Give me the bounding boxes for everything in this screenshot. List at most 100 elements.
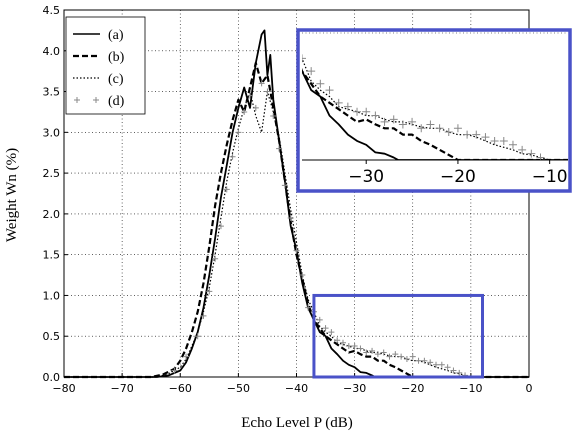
data-point-marker — [289, 48, 297, 56]
inset-x-tick-label: −30 — [348, 167, 384, 187]
data-point-marker — [408, 117, 417, 126]
data-point-marker — [426, 120, 435, 129]
y-tick-label: 2.0 — [43, 208, 61, 221]
data-point-marker — [421, 357, 428, 364]
series-a — [302, 69, 568, 160]
y-tick-label: 1.0 — [43, 289, 61, 302]
series-d — [171, 80, 469, 379]
data-point-marker — [444, 128, 453, 137]
data-point-marker — [334, 337, 341, 344]
data-point-marker — [276, 145, 283, 152]
x-tick-label: −30 — [343, 382, 366, 395]
inset-x-tick-label: −20 — [440, 167, 476, 187]
data-point-marker — [299, 272, 306, 279]
main-tick-labels: 0.0 0.5 1.0 1.5 2.0 2.5 3.0 3.5 4.0 4.5 −80 −70 −60 −… — [43, 4, 533, 395]
data-point-marker — [386, 353, 393, 360]
data-point-marker — [353, 107, 362, 116]
data-point-marker — [499, 136, 508, 145]
data-point-marker — [363, 349, 370, 356]
x-tick-label: −40 — [285, 382, 308, 395]
inset-x-tick-label: −10 — [532, 167, 568, 187]
data-point-marker — [171, 367, 178, 374]
data-point-marker — [334, 98, 343, 107]
data-point-marker — [527, 149, 536, 158]
data-point-marker — [409, 353, 416, 360]
data-point-marker — [463, 130, 472, 139]
x-tick-label: −50 — [227, 382, 250, 395]
legend-frame — [65, 16, 146, 115]
y-tick-label: 4.5 — [43, 4, 61, 17]
data-point-marker — [472, 130, 481, 139]
y-axis-label: Weight Wn (%) — [4, 148, 20, 242]
data-point-marker — [438, 361, 445, 368]
data-point-marker — [307, 67, 316, 76]
data-point-marker — [398, 120, 407, 129]
data-point-marker — [444, 364, 451, 371]
inset-background — [298, 30, 570, 191]
data-point-marker — [281, 182, 288, 189]
y-tick-label: 1.5 — [43, 249, 61, 262]
inset-border — [296, 28, 572, 193]
x-axis-label: Echo Level P (dB) — [241, 415, 353, 431]
data-point-marker — [427, 359, 434, 366]
legend-swatch-d — [74, 97, 99, 103]
y-tick-label: 0.0 — [43, 371, 61, 384]
series-line — [64, 61, 529, 379]
y-tick-label: 2.5 — [43, 167, 61, 180]
series-b — [64, 61, 529, 379]
y-tick-label: 3.0 — [43, 126, 61, 139]
series-d — [78, 0, 545, 160]
data-point-marker — [96, 124, 104, 132]
data-point-marker — [229, 153, 236, 160]
data-point-marker — [293, 247, 300, 254]
data-point-marker — [78, 146, 86, 154]
data-point-marker — [280, 0, 288, 5]
data-point-marker — [200, 312, 207, 319]
data-point-marker — [217, 223, 224, 230]
data-point-marker — [305, 304, 312, 311]
data-point-marker — [374, 351, 381, 358]
data-point-marker — [398, 353, 405, 360]
data-point-marker — [247, 92, 253, 99]
data-point-marker — [362, 107, 371, 116]
data-point-marker — [456, 369, 463, 376]
data-point-marker — [264, 88, 271, 95]
data-point-marker — [235, 129, 242, 136]
data-point-marker — [316, 316, 323, 323]
data-point-marker — [183, 353, 190, 360]
legend-label-d: (d) — [108, 94, 125, 109]
y-tick-label: 0.5 — [43, 330, 61, 343]
data-point-marker — [357, 345, 364, 352]
data-point-marker — [435, 124, 444, 133]
data-point-marker — [343, 102, 352, 111]
y-tick-label: 3.5 — [43, 86, 61, 99]
data-point-marker — [518, 145, 527, 154]
data-point-marker — [508, 140, 517, 149]
x-tick-label: −10 — [459, 382, 482, 395]
series-line — [64, 91, 529, 378]
data-point-marker — [490, 136, 499, 145]
legend-label-c: (c) — [108, 72, 124, 87]
data-point-marker — [223, 186, 230, 193]
main-plot-area — [64, 29, 529, 379]
data-point-marker — [351, 343, 358, 350]
data-point-marker — [316, 79, 325, 88]
data-point-marker — [302, 54, 306, 63]
data-point-marker — [481, 133, 490, 142]
data-point-marker — [345, 343, 352, 350]
data-point-marker — [212, 255, 219, 262]
data-point-marker — [206, 288, 213, 295]
legend-label-a: (a) — [108, 28, 124, 43]
zoom-inset: −30 −20 −10 — [78, 0, 572, 193]
data-point-marker — [453, 124, 462, 133]
data-point-marker — [287, 214, 294, 221]
data-point-marker — [380, 349, 387, 356]
data-point-marker — [392, 351, 399, 358]
y-tick-label: 4.0 — [43, 45, 61, 58]
series-line — [302, 69, 568, 160]
data-point-marker — [194, 333, 201, 340]
data-point-marker — [328, 329, 335, 336]
x-tick-label: −60 — [169, 382, 192, 395]
data-point-marker — [340, 339, 346, 346]
data-point-marker — [322, 325, 329, 332]
